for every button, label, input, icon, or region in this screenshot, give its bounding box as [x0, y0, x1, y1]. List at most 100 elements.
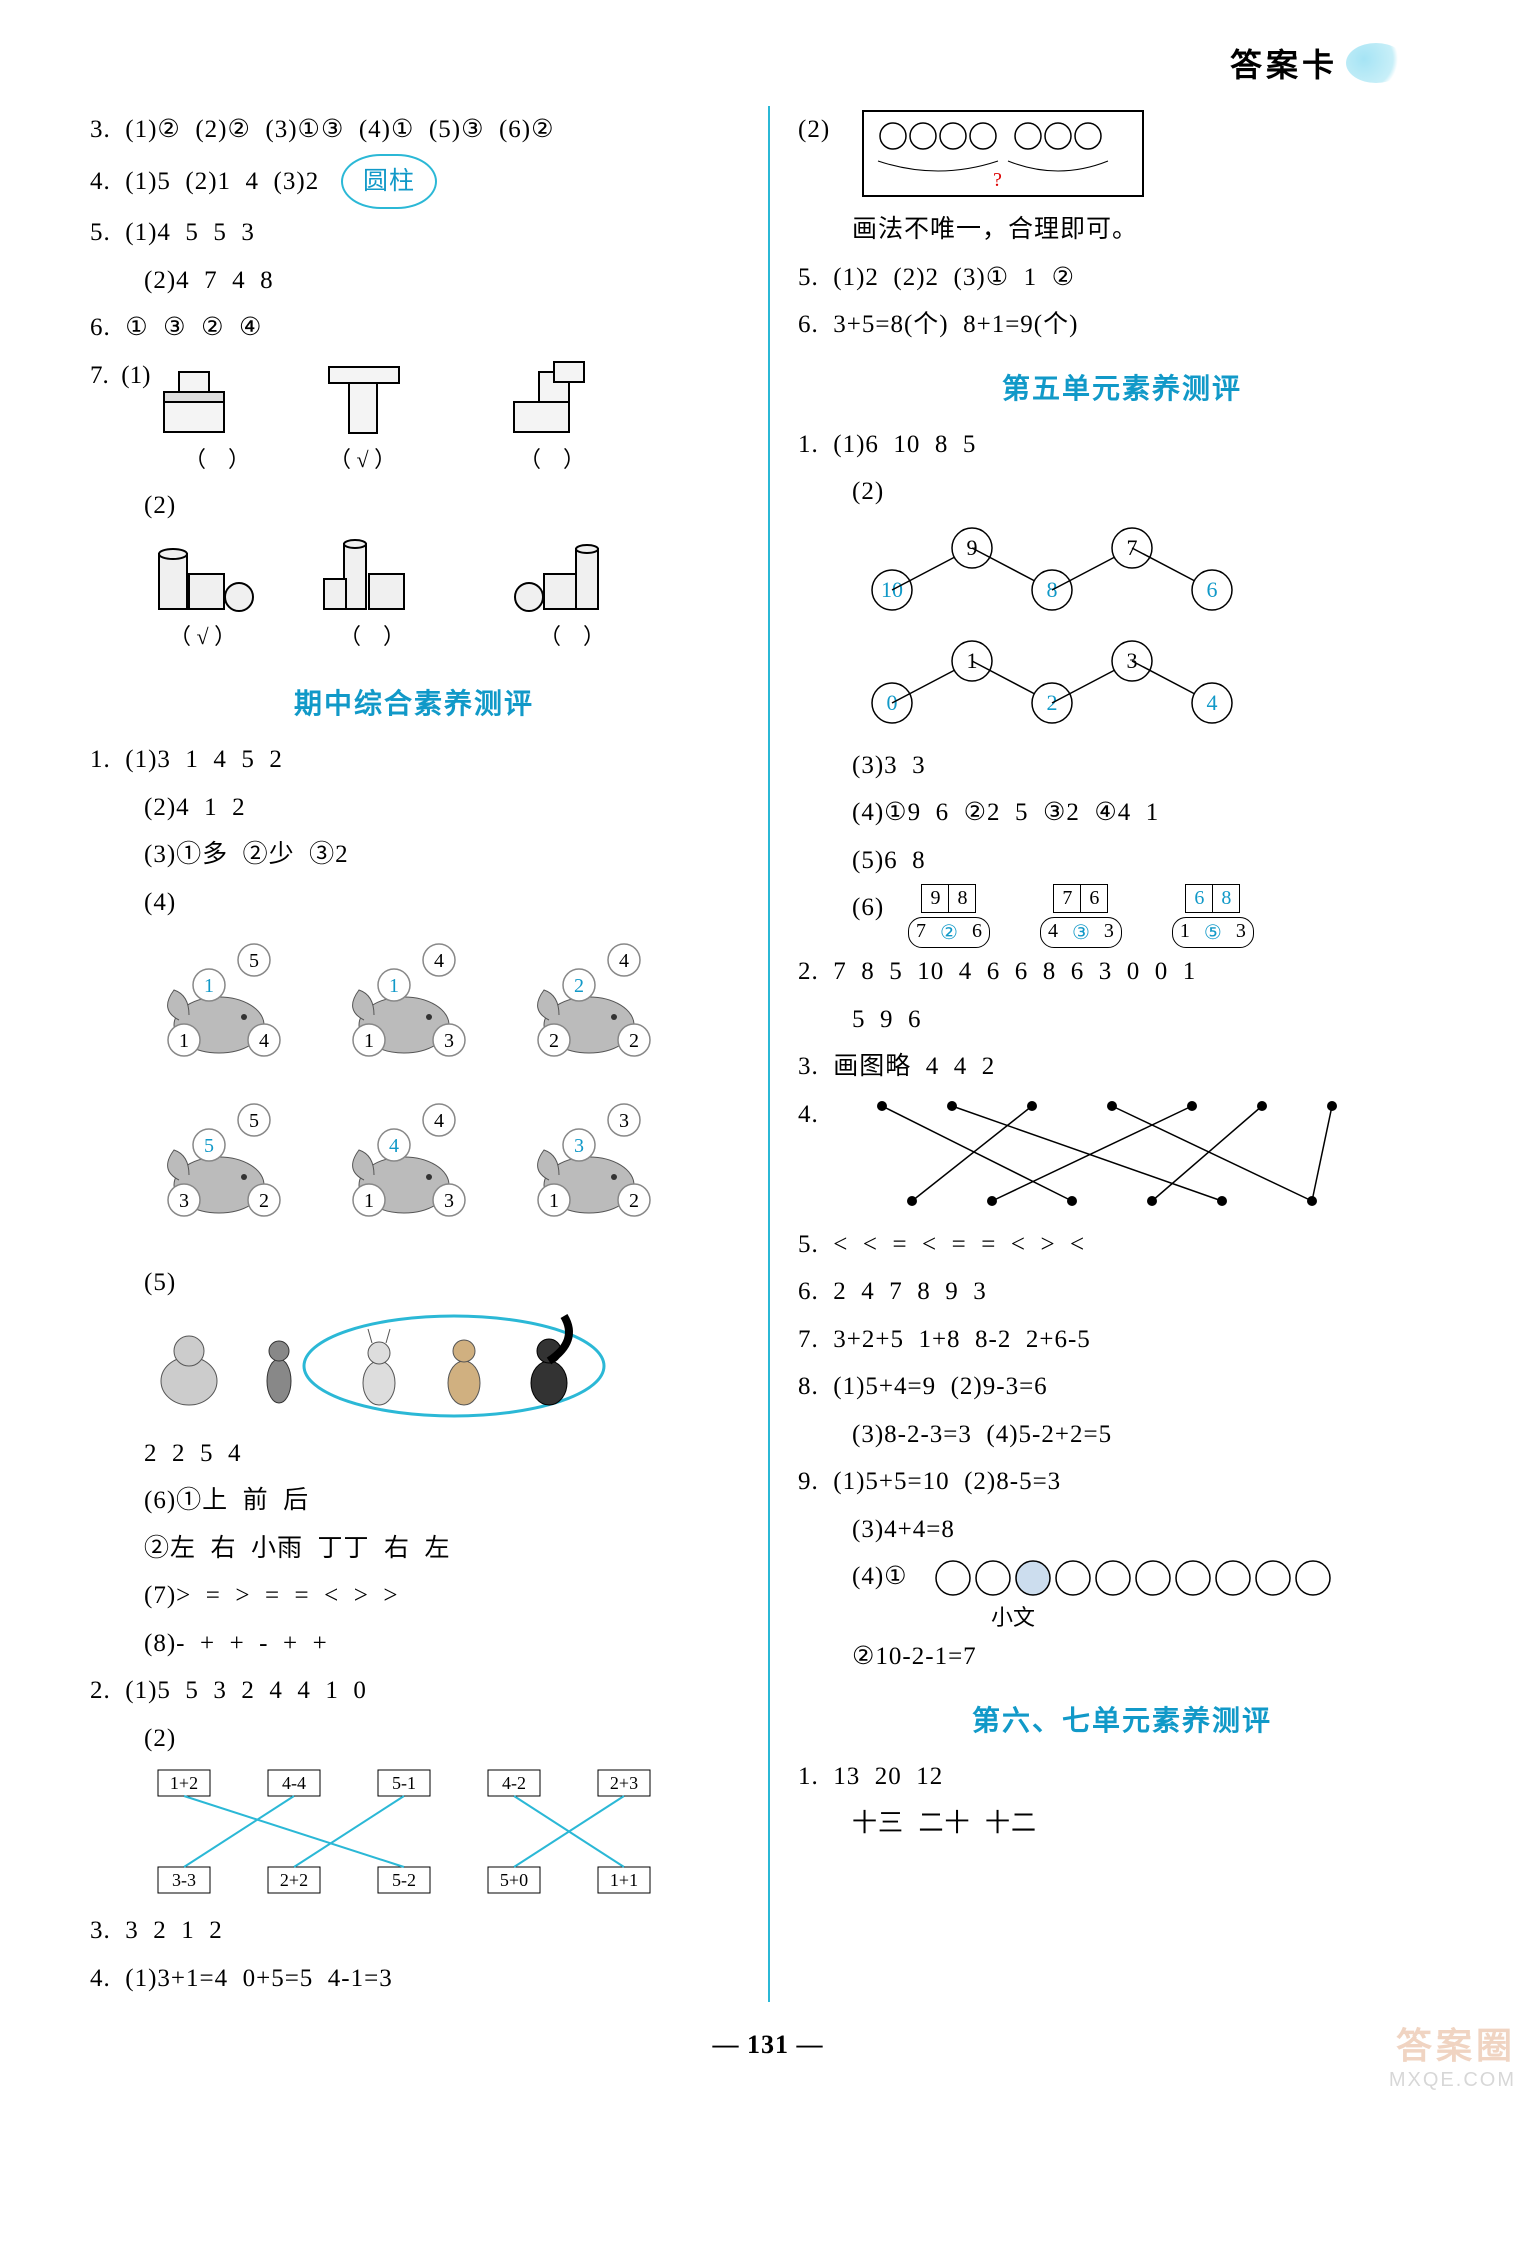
- u5-q9d: ②10-2-1=7: [798, 1633, 1446, 1681]
- mark: （ ）: [184, 447, 250, 472]
- unit5-title: 第五单元素养测评: [798, 367, 1446, 407]
- r6: 6. 3+5=8(个) 8+1=9(个): [798, 301, 1446, 349]
- svg-text:4: 4: [389, 1135, 399, 1157]
- page-root: 答案卡 3. (1)② (2)② (3)①③ (4)① (5)③ (6)② 4.…: [0, 0, 1536, 2110]
- u67-1b: 十三 二十 十二: [798, 1800, 1446, 1848]
- svg-text:5-2: 5-2: [392, 1870, 416, 1890]
- q7-1-shapes: （ ） （ √ ） （ ）: [144, 352, 664, 482]
- u5-q9c-label: (4)①: [798, 1553, 928, 1601]
- q6: 6. ① ③ ② ④: [90, 304, 738, 352]
- svg-text:1: 1: [364, 1190, 374, 1212]
- r-note: 画法不唯一，合理即可。: [798, 206, 1446, 254]
- q4-oval: 圆柱: [341, 154, 437, 210]
- u5-q5: 5. < < = < = = < > <: [798, 1221, 1446, 1269]
- u67-1a: 1. 13 20 12: [798, 1753, 1446, 1801]
- p1-6b: ②左 右 小雨 丁丁 右 左: [90, 1525, 738, 1573]
- u5-q2b: 5 9 6: [798, 996, 1446, 1044]
- circles-row-svg: 小文: [928, 1553, 1348, 1633]
- r5: 5. (1)2 (2)2 (3)① 1 ②: [798, 254, 1446, 302]
- svg-text:1: 1: [204, 975, 214, 997]
- svg-text:5-1: 5-1: [392, 1773, 416, 1793]
- watermark-bottom: MXQE.COM: [1389, 2069, 1516, 2092]
- chain2-svg: 01234: [852, 633, 1282, 733]
- svg-text:5: 5: [249, 1110, 259, 1132]
- u5-q8b: (3)8-2-3=3 (4)5-2+2=5: [798, 1411, 1446, 1459]
- svg-text:3: 3: [179, 1190, 189, 1212]
- q5b: (2)4 7 4 8: [90, 257, 738, 305]
- p1-4-label: (4): [90, 879, 738, 927]
- p1-nums: 2 2 5 4: [90, 1430, 738, 1478]
- u5-q9c-row: (4)① 小文: [798, 1553, 1446, 1633]
- svg-text:2: 2: [629, 1190, 639, 1212]
- u5-q7: 7. 3+2+5 1+8 8-2 2+6-5: [798, 1316, 1446, 1364]
- p4: 4. (1)3+1=4 0+5=5 4-1=3: [90, 1955, 738, 2003]
- svg-text:4: 4: [619, 950, 629, 972]
- svg-text:1: 1: [967, 648, 978, 673]
- svg-text:?: ?: [993, 169, 1002, 191]
- svg-text:（ ）: （ ）: [339, 624, 405, 649]
- svg-text:6: 6: [1207, 577, 1218, 602]
- svg-text:（ ）: （ ）: [539, 624, 605, 649]
- p1-6: (6)①上 前 后: [90, 1477, 738, 1525]
- q7-1-row: 7. (1) （ ）: [90, 352, 738, 482]
- header-decoration: [1346, 43, 1406, 83]
- svg-text:2: 2: [574, 975, 584, 997]
- unit67-title: 第六、七单元素养测评: [798, 1699, 1446, 1739]
- columns-wrap: 3. (1)② (2)② (3)①③ (4)① (5)③ (6)② 4. (1)…: [90, 106, 1446, 2002]
- svg-text:5+0: 5+0: [500, 1870, 528, 1890]
- u5-q9b: (3)4+4=8: [798, 1506, 1446, 1554]
- svg-text:3: 3: [1127, 648, 1138, 673]
- animals-row: [144, 1311, 738, 1426]
- q7-2-row: (2) （ √ ） （ ） （ ）: [90, 482, 738, 665]
- xiaowen-label: 小文: [991, 1605, 1035, 1630]
- r-top-row: (2) ?: [798, 106, 1446, 206]
- u5-6-row: (6) 9 8 7 ② 6 7 6 4 ③ 3 6 8 1 ⑤ 3: [798, 884, 1446, 948]
- svg-text:4: 4: [1207, 690, 1218, 715]
- u5-3: (3)3 3: [798, 742, 1446, 790]
- svg-text:5: 5: [204, 1135, 214, 1157]
- svg-text:1: 1: [389, 975, 399, 997]
- q4-text: 4. (1)5 (2)1 4 (3)2: [90, 168, 319, 195]
- u5-q4-row: 4.: [798, 1091, 1446, 1221]
- u5-q2a: 2. 7 8 5 10 4 6 6 8 6 3 0 0 1: [798, 948, 1446, 996]
- svg-text:3: 3: [619, 1110, 629, 1132]
- svg-text:4: 4: [434, 1110, 444, 1132]
- watermark: 答案圈 MXQE.COM: [1389, 2017, 1516, 2092]
- right-column: (2) ? 画法不唯一，合理即可。 5. (1)2 (2)2 (3)① 1 ② …: [768, 106, 1446, 2002]
- q5a: 5. (1)4 5 5 3: [90, 209, 738, 257]
- left-column: 3. (1)② (2)② (3)①③ (4)① (5)③ (6)② 4. (1)…: [90, 106, 768, 2002]
- mark: （ ）: [519, 447, 585, 472]
- p1-2: (2)4 1 2: [90, 784, 738, 832]
- mid-exam-title: 期中综合素养测评: [90, 682, 738, 722]
- u5-6-label: (6): [798, 884, 908, 932]
- svg-text:4: 4: [434, 950, 444, 972]
- p1-8: (8)- + + - + +: [90, 1620, 738, 1668]
- page-number: — 131 —: [90, 2030, 1446, 2060]
- p2-2-label: (2): [144, 1715, 684, 1763]
- r-box-svg: ?: [858, 106, 1158, 206]
- svg-text:2: 2: [259, 1190, 269, 1212]
- svg-text:2: 2: [629, 1030, 639, 1052]
- u5-q8a: 8. (1)5+4=9 (2)9-3=6: [798, 1363, 1446, 1411]
- svg-text:1: 1: [549, 1190, 559, 1212]
- p1-3: (3)①多 ②少 ③2: [90, 831, 738, 879]
- u5-q9a: 9. (1)5+5=10 (2)8-5=3: [798, 1458, 1446, 1506]
- q7-1-label: 7. (1): [90, 352, 144, 400]
- svg-text:1+2: 1+2: [170, 1773, 198, 1793]
- q7-2-text: (2): [144, 482, 664, 530]
- u5-1: 1. (1)6 10 8 5: [798, 421, 1446, 469]
- p1-7: (7)> = > = = < > >: [90, 1572, 738, 1620]
- svg-text:4-2: 4-2: [502, 1773, 526, 1793]
- svg-text:2+2: 2+2: [280, 1870, 308, 1890]
- svg-text:3: 3: [444, 1030, 454, 1052]
- mark: （ √ ）: [329, 447, 396, 472]
- svg-text:3: 3: [574, 1135, 584, 1157]
- p2-1: 2. (1)5 5 3 2 4 4 1 0: [90, 1667, 738, 1715]
- svg-text:2+3: 2+3: [610, 1773, 638, 1793]
- split-boxes: 9 8 7 ② 6 7 6 4 ③ 3 6 8 1 ⑤ 3: [908, 884, 1254, 948]
- u5-4: (4)①9 6 ②2 5 ③2 ④4 1: [798, 789, 1446, 837]
- chain1-svg: 109876: [852, 520, 1282, 620]
- r-top-label: (2): [798, 106, 858, 154]
- svg-text:4: 4: [259, 1030, 269, 1052]
- u5-2-label: (2): [798, 468, 1446, 516]
